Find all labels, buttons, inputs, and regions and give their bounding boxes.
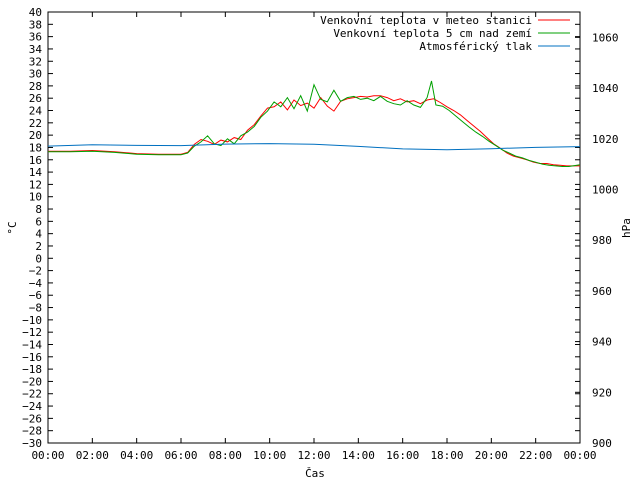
y-tick-label: 18	[29, 141, 42, 154]
y-tick-label: 32	[29, 55, 42, 68]
y2-tick-label: 920	[592, 386, 612, 399]
legend: Venkovní teplota v meteo staniciVenkovní…	[320, 14, 570, 53]
x-tick-label: 10:00	[253, 449, 286, 462]
y2-tick-label: 1040	[592, 82, 619, 95]
y2-tick-label: 900	[592, 437, 612, 450]
y-tick-label: −16	[22, 351, 42, 364]
y-tick-label: 12	[29, 178, 42, 191]
series-line-3	[47, 143, 581, 151]
x-tick-label: 02:00	[76, 449, 109, 462]
y-tick-label: 26	[29, 92, 42, 105]
legend-label-1: Venkovní teplota v meteo stanici	[320, 14, 532, 27]
y-tick-label: −14	[22, 338, 42, 351]
x-tick-label: 12:00	[297, 449, 330, 462]
y-tick-label: −12	[22, 326, 42, 339]
y-tick-label: 38	[29, 18, 42, 31]
series-line-2	[48, 80, 581, 167]
y-tick-label: 34	[29, 43, 43, 56]
y-tick-label: 36	[29, 31, 42, 44]
y-tick-label: −18	[22, 363, 42, 376]
x-axis-ticks: 00:00 02:00 04:00 06:00 08:00 10:00 12:00 14:00…	[31, 12, 597, 462]
y2-tick-label: 1000	[592, 183, 619, 196]
y-tick-label: 40	[29, 6, 42, 19]
y-tick-label: 14	[29, 166, 43, 179]
y2-axis-ticks: 1060 1040 1020 1000 980 960 940 920 900	[575, 31, 619, 450]
y-tick-label: 28	[29, 80, 42, 93]
x-tick-label: 18:00	[430, 449, 463, 462]
y-tick-label: 4	[35, 228, 42, 241]
y2-axis-label: hPa	[620, 218, 633, 238]
y-axis-ticks: 4038363432302826242220181614121086420−2−…	[22, 6, 580, 450]
y-tick-label: −6	[29, 289, 42, 302]
x-tick-label: 04:00	[120, 449, 153, 462]
y-axis-label: °C	[6, 221, 19, 234]
y-tick-label: −28	[22, 425, 42, 438]
x-tick-label: 00:00	[563, 449, 596, 462]
y-tick-label: 20	[29, 129, 42, 142]
y-tick-label: −4	[29, 277, 43, 290]
x-tick-label: 00:00	[31, 449, 64, 462]
legend-label-2: Venkovní teplota 5 cm nad zemí	[333, 27, 532, 40]
y2-tick-label: 1060	[592, 31, 619, 44]
y-tick-label: 22	[29, 117, 42, 130]
y-tick-label: 0	[35, 252, 42, 265]
x-tick-label: 20:00	[475, 449, 508, 462]
y-tick-label: −8	[29, 302, 42, 315]
y-tick-label: −2	[29, 265, 42, 278]
legend-label-3: Atmosférický tlak	[419, 40, 532, 53]
y-tick-label: −26	[22, 412, 42, 425]
y-tick-label: 6	[35, 215, 42, 228]
x-tick-label: 06:00	[164, 449, 197, 462]
y2-tick-label: 1020	[592, 133, 619, 146]
series-layer	[47, 80, 581, 167]
x-tick-label: 14:00	[342, 449, 375, 462]
y-tick-label: 2	[35, 240, 42, 253]
y2-tick-label: 960	[592, 285, 612, 298]
y-tick-label: 8	[35, 203, 42, 216]
plot-border	[47, 11, 581, 444]
y-tick-label: 24	[29, 105, 43, 118]
y2-tick-label: 940	[592, 336, 612, 349]
y-tick-label: 30	[29, 68, 42, 81]
plot-frame	[47, 11, 581, 444]
x-tick-label: 16:00	[386, 449, 419, 462]
x-axis-label: Čas	[305, 467, 325, 480]
series-line-1	[48, 95, 580, 167]
y-tick-label: −22	[22, 388, 42, 401]
y-tick-label: 10	[29, 191, 42, 204]
x-tick-label: 08:00	[209, 449, 242, 462]
y-tick-label: −20	[22, 375, 42, 388]
y-tick-label: −30	[22, 437, 42, 450]
y-tick-label: −10	[22, 314, 42, 327]
y-tick-label: 16	[29, 154, 42, 167]
y2-tick-label: 980	[592, 234, 612, 247]
x-tick-label: 22:00	[519, 449, 552, 462]
y-tick-label: −24	[22, 400, 42, 413]
